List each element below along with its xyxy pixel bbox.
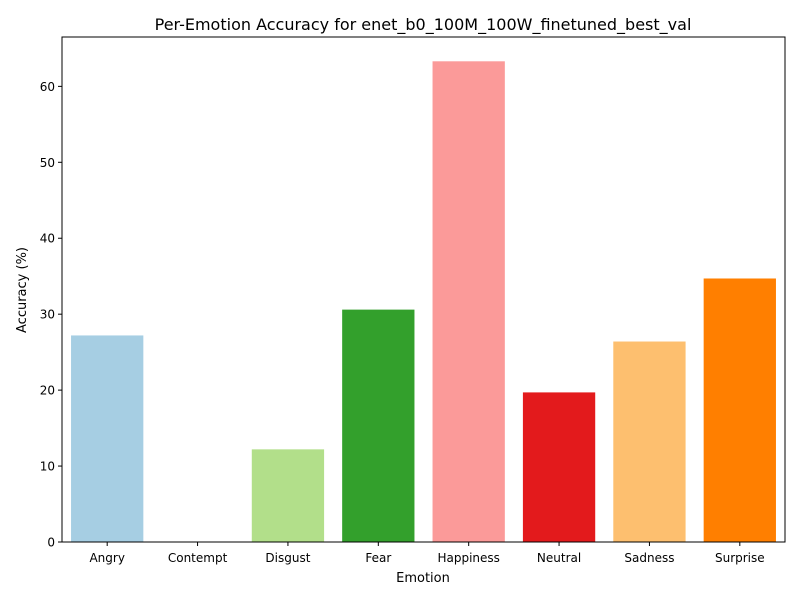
y-tick-label: 60 <box>40 80 55 94</box>
x-tick-label: Fear <box>365 551 391 565</box>
y-axis-label: Accuracy (%) <box>15 247 30 333</box>
x-tick-label: Sadness <box>624 551 674 565</box>
y-tick-label: 10 <box>40 460 55 474</box>
y-tick-label: 0 <box>47 536 55 550</box>
y-tick-label: 30 <box>40 308 55 322</box>
x-tick-label: Contempt <box>168 551 228 565</box>
bar-disgust <box>251 449 325 542</box>
bar-sadness <box>613 341 686 542</box>
x-axis-label: Emotion <box>396 571 450 586</box>
bar-fear <box>342 309 415 542</box>
x-tick-label: Angry <box>89 551 124 565</box>
x-tick-label: Happiness <box>437 551 499 565</box>
plot-frame <box>61 36 786 543</box>
bar-surprise <box>703 278 776 542</box>
x-tick-label: Neutral <box>537 551 581 565</box>
x-tick-label: Disgust <box>265 551 310 565</box>
chart-title: Per-Emotion Accuracy for enet_b0_100M_10… <box>155 15 692 35</box>
bars-layer <box>71 61 776 543</box>
axes-layer: 0 10 20 30 40 50 60 Angry Contempt Disgust Fear Hap… <box>40 36 786 565</box>
y-tick-label: 50 <box>40 156 55 170</box>
bar-happiness <box>432 61 505 543</box>
y-tick-label: 20 <box>40 384 55 398</box>
bar-neutral <box>522 392 596 542</box>
x-tick-label: Surprise <box>715 551 765 565</box>
bar-angry <box>71 335 144 542</box>
y-tick-label: 40 <box>40 232 55 246</box>
